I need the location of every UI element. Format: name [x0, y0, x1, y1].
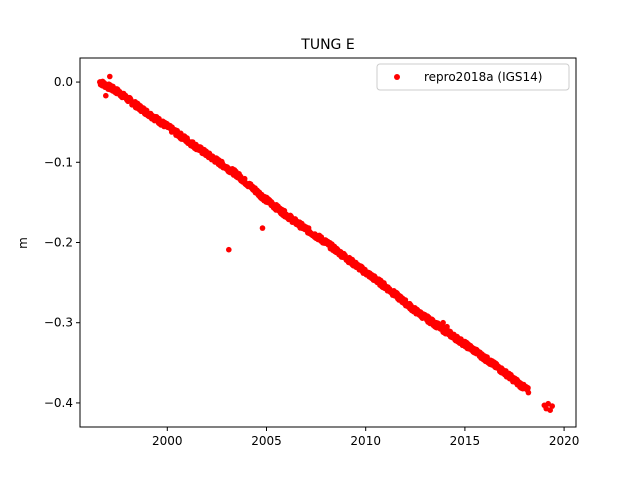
outlier-point [103, 92, 109, 99]
x-tick-label: 2005 [251, 434, 282, 448]
x-tick-label: 2000 [152, 434, 183, 448]
plot-area [97, 73, 555, 414]
legend-label: repro2018a (IGS14) [424, 70, 542, 84]
data-point [549, 403, 555, 409]
y-tick-label: −0.4 [44, 396, 73, 410]
y-axis-label: m [16, 237, 30, 249]
outlier-point [226, 246, 232, 253]
legend: repro2018a (IGS14) [376, 63, 570, 91]
y-tick-label: −0.2 [44, 236, 73, 250]
x-tick-label: 2020 [549, 434, 580, 448]
data-point [484, 354, 490, 360]
outlier-point [444, 323, 450, 330]
legend-box [376, 63, 570, 91]
y-tick-label: −0.1 [44, 155, 73, 169]
x-tick-label: 2015 [450, 434, 481, 448]
data-point [525, 385, 531, 391]
x-axis: 2000 2005 2010 2015 2020 [152, 427, 579, 448]
outlier-point [107, 73, 113, 80]
legend-marker [394, 74, 400, 80]
outlier-point [440, 319, 446, 326]
y-axis: 0.0 −0.1 −0.2 −0.3 −0.4 [44, 75, 80, 410]
y-tick-label: 0.0 [54, 75, 73, 89]
data-point [525, 389, 532, 396]
outlier-point [259, 225, 266, 231]
x-tick-label: 2010 [350, 434, 381, 448]
chart-title: TUNG E [300, 37, 354, 53]
y-tick-label: −0.3 [44, 316, 73, 330]
